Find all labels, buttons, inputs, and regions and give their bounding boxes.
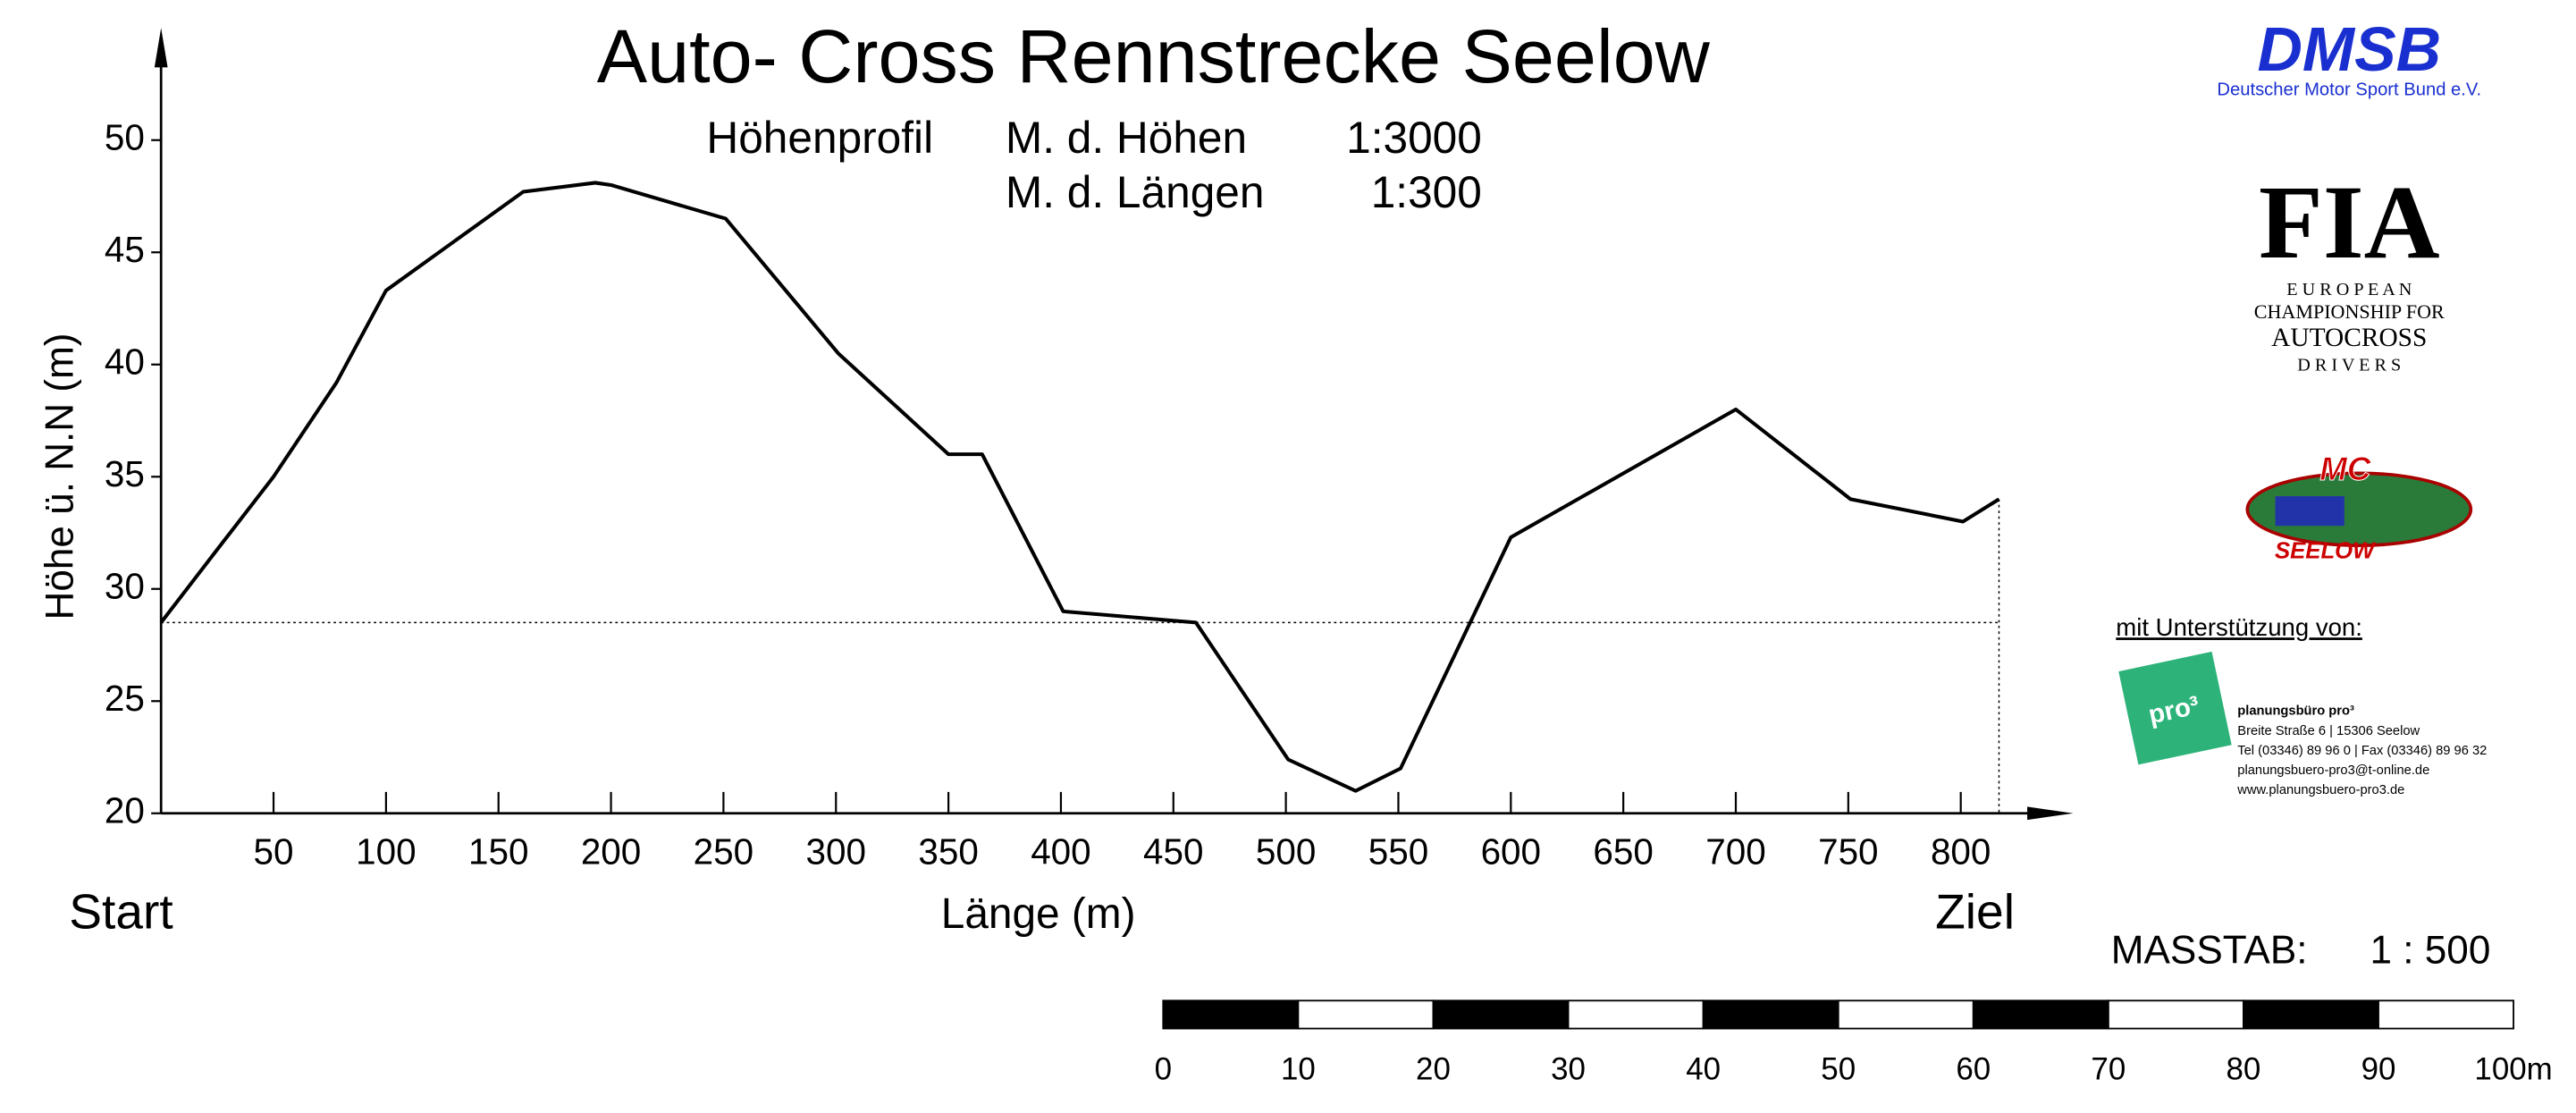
x-tick-label: 200: [581, 831, 641, 872]
fia-line: AUTOCROSS: [2271, 324, 2427, 352]
fia-logo: FIA E U R O P E A N CHAMPIONSHIP FOR AUT…: [2254, 164, 2445, 375]
fia-line: D R I V E R S: [2297, 355, 2401, 375]
support-label: mit Unterstützung von:: [2116, 613, 2362, 641]
scale-bar-tick-label: 0: [1155, 1052, 1172, 1087]
x-tick-label: 600: [1481, 831, 1541, 872]
x-tick-label: 450: [1143, 831, 1203, 872]
fia-text: FIA: [2259, 164, 2440, 281]
support-line: Breite Straße 6 | 15306 Seelow: [2237, 724, 2420, 738]
scale-ratio: 1:3000: [1346, 113, 1482, 163]
scale-bar-tick-label: 80: [2227, 1052, 2261, 1087]
mc-text: MC: [2319, 451, 2371, 487]
x-tick-label: 550: [1368, 831, 1428, 872]
support-line: planungsbüro pro³: [2237, 704, 2354, 719]
x-tick-label: 250: [694, 831, 753, 872]
x-tick-label: 150: [468, 831, 528, 872]
y-tick-label: 45: [105, 229, 145, 270]
scale-name: M. d. Längen: [1006, 167, 1265, 217]
y-tick-label: 35: [105, 453, 145, 494]
scale-bar-segment: [2109, 1000, 2243, 1028]
x-tick-label: 700: [1705, 831, 1765, 872]
y-tick-label: 50: [105, 116, 145, 157]
y-tick-label: 20: [105, 789, 145, 831]
scale-bar-tick-label: 10: [1281, 1052, 1316, 1087]
scale-bar-tick-label: 30: [1551, 1052, 1586, 1087]
scale-bar-tick-label: 70: [2091, 1052, 2126, 1087]
scale-bar-tick-label: 20: [1416, 1052, 1451, 1087]
seelow-text: SEELOW: [2275, 538, 2377, 563]
scale-bar-tick-label: 60: [1956, 1052, 1991, 1087]
x-tick-label: 400: [1031, 831, 1090, 872]
fia-line: CHAMPIONSHIP FOR: [2254, 300, 2445, 323]
chart: Auto- Cross Rennstrecke Seelow Höhenprof…: [0, 0, 2576, 1113]
scale-bar-tick-label: 100m: [2474, 1052, 2552, 1087]
scale-bar-segment: [1974, 1000, 2109, 1028]
scale-bar-segment: [1569, 1000, 1704, 1028]
support-line: www.planungsbuero-pro3.de: [2236, 783, 2404, 797]
x-tick-label: 800: [1931, 831, 1991, 872]
scale-name: M. d. Höhen: [1006, 113, 1247, 163]
scale-bar-tick-label: 50: [1821, 1052, 1856, 1087]
x-tick-label: 650: [1593, 831, 1653, 872]
y-tick-label: 30: [105, 565, 145, 606]
x-tick-label: 300: [806, 831, 866, 872]
page: Auto- Cross Rennstrecke Seelow Höhenprof…: [0, 0, 2576, 1113]
scale-bar-segment: [2243, 1000, 2378, 1028]
scale-bar-tick-label: 40: [1686, 1052, 1721, 1087]
start-label: Start: [69, 883, 173, 939]
mc-car: [2276, 496, 2344, 526]
scale-bar-ratio: 1 : 500: [2370, 929, 2491, 973]
scale-bar-segment: [1433, 1000, 1568, 1028]
x-tick-label: 350: [918, 831, 978, 872]
dmsb-subtext: Deutscher Motor Sport Bund e.V.: [2217, 80, 2481, 99]
x-tick-label: 50: [254, 831, 294, 872]
support-line: Tel (03346) 89 96 0 | Fax (03346) 89 96 …: [2237, 744, 2487, 758]
scale-ratio: 1:300: [1371, 167, 1482, 217]
scale-bar-segment: [1839, 1000, 1974, 1028]
scale-bar-segment: [1704, 1000, 1839, 1028]
scale-bar-segment: [1298, 1000, 1433, 1028]
scale-bar-tick-label: 90: [2361, 1052, 2396, 1087]
x-tick-label: 100: [356, 831, 416, 872]
scale-bar-label: MASSTAB:: [2111, 929, 2308, 973]
y-tick-label: 40: [105, 341, 145, 382]
scale-bar-segment: [2378, 1000, 2513, 1028]
support-line: planungsbuero-pro3@t-online.de: [2237, 763, 2429, 778]
x-axis-label: Länge (m): [941, 890, 1136, 938]
x-tick-label: 500: [1256, 831, 1316, 872]
scale-bar-segment: [1163, 1000, 1298, 1028]
profile-label: Höhenprofil: [706, 113, 933, 163]
fia-line: E U R O P E A N: [2286, 280, 2412, 299]
x-tick-label: 750: [1818, 831, 1878, 872]
dmsb-text: DMSB: [2257, 14, 2441, 84]
y-axis-label: Höhe ü. N.N (m): [38, 333, 82, 620]
chart-title: Auto- Cross Rennstrecke Seelow: [597, 13, 1711, 98]
end-label: Ziel: [1935, 883, 2015, 939]
y-tick-label: 25: [105, 678, 145, 719]
